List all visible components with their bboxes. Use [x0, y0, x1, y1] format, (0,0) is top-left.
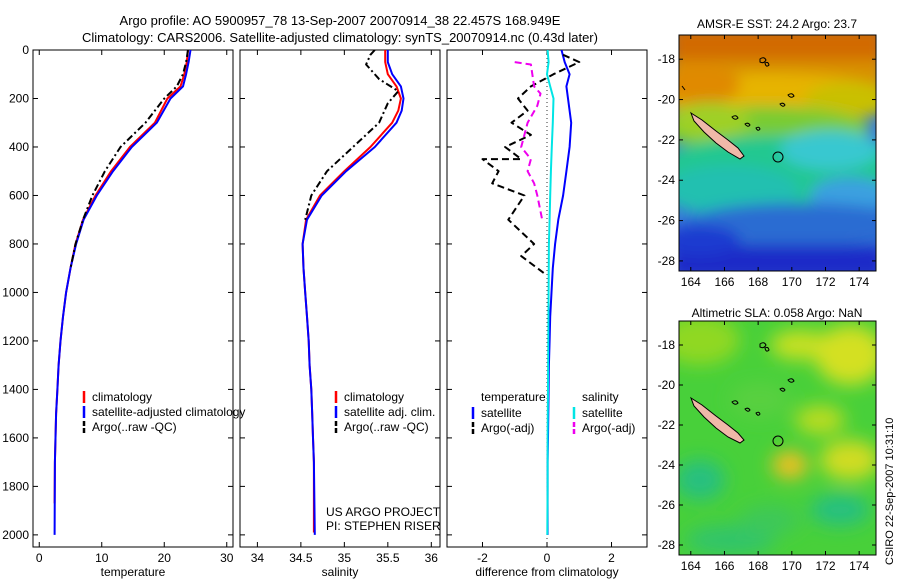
legend-label: satellite-adjusted climatology	[92, 405, 245, 419]
y-tick-label: -18	[658, 338, 676, 352]
series-line-argo-raw-qc-	[304, 50, 400, 220]
y-tick-label: -22	[658, 418, 676, 432]
y-tick-label: 600	[9, 188, 29, 202]
series-line-climatology	[301, 50, 402, 533]
series-line-climatology	[53, 50, 189, 504]
legend-label: Argo(-adj)	[582, 421, 635, 435]
y-tick-label: 200	[9, 91, 29, 105]
legend-label: climatology	[344, 390, 404, 404]
argo-float-marker	[772, 435, 784, 447]
x-tick-label: 2	[608, 551, 615, 565]
y-tick-label: -18	[658, 52, 676, 66]
x-tick-label: 0	[36, 551, 43, 565]
argo-float-marker	[772, 151, 784, 163]
x-tick-label: 166	[714, 275, 734, 289]
y-tick-label: -26	[658, 498, 676, 512]
x-tick-label: 30	[220, 551, 234, 565]
x-tick-label: 174	[849, 559, 869, 573]
sla-map: Altimetric SLA: 0.058 Argo: NaN	[658, 306, 877, 573]
legend-label: satellite	[481, 406, 522, 420]
x-tick-label: 168	[748, 559, 768, 573]
project-annotation: US ARGO PROJECT	[326, 505, 441, 519]
x-tick-label: 170	[782, 559, 802, 573]
legend-label: Argo(..raw -QC)	[344, 420, 429, 434]
series-line-salinity-argo-adj-	[514, 61, 544, 220]
x-tick-label: 34.5	[289, 551, 313, 565]
y-tick-label: 800	[9, 237, 29, 251]
y-tick-label: -28	[658, 538, 676, 552]
x-tick-label: 172	[815, 559, 835, 573]
x-tick-label: -2	[477, 551, 488, 565]
x-tick-label: 20	[158, 551, 172, 565]
y-tick-label: -24	[658, 458, 676, 472]
x-tick-label: 0	[544, 551, 551, 565]
sst-map-field	[679, 35, 876, 271]
sla-map-field	[679, 321, 876, 555]
temperature-panel: 0 10 20 30 0 200 400 600 800 1000 1200 1400 1600 1800…	[2, 43, 245, 579]
x-tick-label: 35	[338, 551, 352, 565]
chart-title: Argo profile: AO 5900957_78 13-Sep-2007 …	[120, 13, 561, 28]
sla-map-axes: 164 166 168 170 172 174 -18 -20 -22 -24 -26 -28	[658, 321, 876, 573]
y-tick-label: -20	[658, 378, 676, 392]
series-line-temperature-satellite	[546, 50, 573, 535]
y-tick-label: -26	[658, 214, 676, 228]
y-tick-label: -20	[658, 93, 676, 107]
x-axis-label: salinity	[322, 565, 359, 579]
legend-label: satellite	[582, 406, 623, 420]
x-tick-label: 36	[425, 551, 439, 565]
sla-map-title: Altimetric SLA: 0.058 Argo: NaN	[692, 306, 863, 320]
y-tick-label: 1800	[2, 479, 29, 493]
chart-subtitle: Climatology: CARS2006. Satellite-adjuste…	[82, 30, 598, 45]
legend-label: climatology	[92, 390, 152, 404]
y-tick-label: 1200	[2, 334, 29, 348]
series-line-temperature-argo-adj-	[481, 53, 581, 274]
legend-label: Argo(..raw -QC)	[92, 420, 177, 434]
legend-group-title: temperature	[481, 390, 546, 404]
y-tick-label: 1600	[2, 431, 29, 445]
sst-map-title: AMSR-E SST: 24.2 Argo: 23.7	[697, 17, 857, 31]
series-line-satellite-adjusted-climatology	[53, 50, 192, 535]
y-tick-label: 1000	[2, 285, 29, 299]
legend-label: Argo(-adj)	[481, 421, 534, 435]
legend-label: satellite adj. clim.	[344, 405, 435, 419]
credit-timestamp: CSIRO 22-Sep-2007 10:31:10	[884, 418, 896, 565]
x-tick-label: 164	[681, 559, 701, 573]
series-line-satellite-adj-clim-	[301, 50, 405, 535]
x-tick-label: 166	[714, 559, 734, 573]
profile-panels: 0 10 20 30020040060080010001200140016001800…	[2, 43, 648, 579]
salinity-frame	[239, 49, 441, 548]
project-annotation: PI: STEPHEN RISER	[326, 519, 441, 533]
x-tick-label: 170	[782, 275, 802, 289]
y-tick-label: -22	[658, 133, 676, 147]
x-tick-label: 34	[251, 551, 265, 565]
series-line-argo-raw-qc-	[69, 50, 189, 269]
y-tick-label: -24	[658, 173, 676, 187]
y-tick-label: 2000	[2, 528, 29, 542]
x-tick-label: 168	[748, 275, 768, 289]
x-tick-label: 174	[849, 275, 869, 289]
x-axis-label: temperature	[101, 565, 166, 579]
salinity-panel: 34 34.5 35 35.5 36 salinity climatologysatelli…	[239, 49, 441, 579]
legend-group-title: salinity	[582, 390, 619, 404]
y-tick-label: 400	[9, 140, 29, 154]
x-tick-label: 35.5	[376, 551, 400, 565]
series-line-salinity-satellite	[546, 50, 555, 535]
y-tick-label: 1400	[2, 382, 29, 396]
x-tick-label: 172	[815, 275, 835, 289]
temperature-frame	[32, 49, 234, 548]
x-tick-label: 164	[681, 275, 701, 289]
y-tick-label: 0	[22, 43, 29, 57]
sst-map: AMSR-E SST: 24.2 Argo: 23.7	[658, 17, 877, 289]
x-axis-label: difference from climatology	[475, 565, 618, 579]
sst-map-axes: 164 166 168 170 172 174 -18 -20 -22 -24 -26 -28	[658, 35, 876, 289]
y-tick-label: -28	[658, 254, 676, 268]
x-tick-label: 10	[95, 551, 109, 565]
